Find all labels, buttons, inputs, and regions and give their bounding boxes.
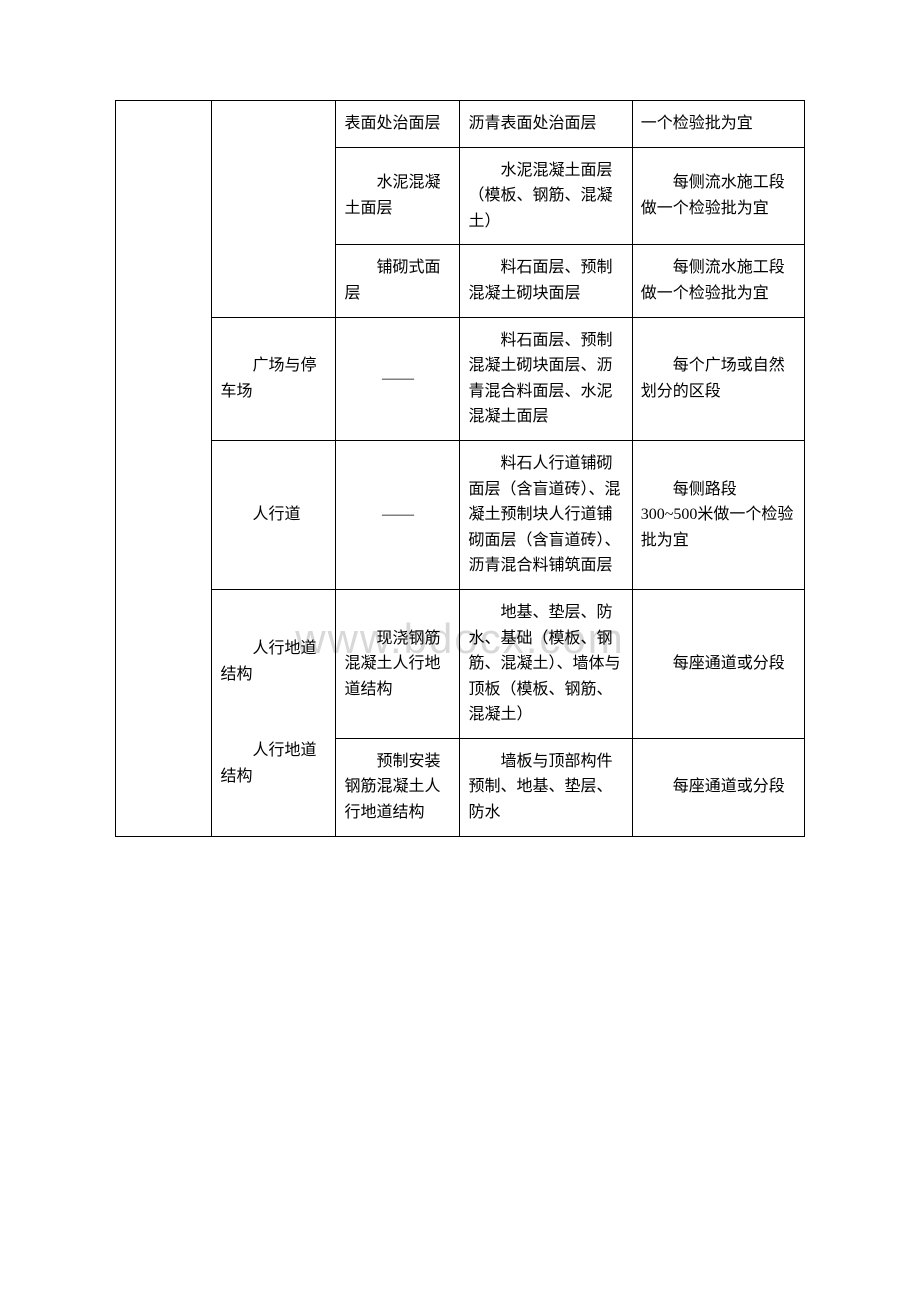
cell-c3: 表面处治面层 <box>336 101 460 148</box>
cell-c2 <box>212 101 336 318</box>
cell-c2: 人行道 <box>212 440 336 589</box>
cell-c5: 每座通道或分段 <box>632 738 804 836</box>
cell-c4: 地基、垫层、防水、基础（模板、钢筋、混凝土）、墙体与顶板（模板、钢筋、混凝土） <box>460 589 632 738</box>
cell-c5: 每座通道或分段 <box>632 589 804 738</box>
cell-c2: 人行地道结构 人行地道结构 <box>212 589 336 836</box>
cell-c5: 每侧流水施工段做一个检验批为宜 <box>632 147 804 245</box>
cell-c3: 铺砌式面层 <box>336 245 460 317</box>
cell-c5: 一个检验批为宜 <box>632 101 804 148</box>
cell-c3: 现浇钢筋混凝土人行地道结构 <box>336 589 460 738</box>
cell-c4: 料石面层、预制混凝土砌块面层 <box>460 245 632 317</box>
cell-c5: 每个广场或自然划分的区段 <box>632 317 804 440</box>
table-row: 表面处治面层 沥青表面处治面层 一个检验批为宜 <box>116 101 805 148</box>
cell-c4: 料石人行道铺砌面层（含盲道砖）、混凝土预制块人行道铺砌面层（含盲道砖）、沥青混合… <box>460 440 632 589</box>
cell-c4: 墙板与顶部构件预制、地基、垫层、防水 <box>460 738 632 836</box>
table-row: 广场与停车场 —— 料石面层、预制混凝土砌块面层、沥青混合料面层、水泥混凝土面层… <box>116 317 805 440</box>
cell-c3: —— <box>336 317 460 440</box>
construction-table: 表面处治面层 沥青表面处治面层 一个检验批为宜 水泥混凝土面层 水泥混凝土面层（… <box>115 100 805 837</box>
cell-c3: —— <box>336 440 460 589</box>
document-table-wrapper: 表面处治面层 沥青表面处治面层 一个检验批为宜 水泥混凝土面层 水泥混凝土面层（… <box>115 100 805 837</box>
cell-c2-label-1: 人行地道结构 <box>220 636 327 687</box>
cell-c2: 广场与停车场 <box>212 317 336 440</box>
table-row: 人行道 —— 料石人行道铺砌面层（含盲道砖）、混凝土预制块人行道铺砌面层（含盲道… <box>116 440 805 589</box>
cell-c3: 水泥混凝土面层 <box>336 147 460 245</box>
cell-c5: 每侧路段 300~500米做一个检验批为宜 <box>632 440 804 589</box>
cell-c4: 沥青表面处治面层 <box>460 101 632 148</box>
cell-c3: 预制安装钢筋混凝土人行地道结构 <box>336 738 460 836</box>
cell-c1 <box>116 101 212 837</box>
cell-c5: 每侧流水施工段做一个检验批为宜 <box>632 245 804 317</box>
cell-c4: 料石面层、预制混凝土砌块面层、沥青混合料面层、水泥混凝土面层 <box>460 317 632 440</box>
cell-c4: 水泥混凝土面层（模板、钢筋、混凝土） <box>460 147 632 245</box>
cell-c2-label-2: 人行地道结构 <box>220 738 327 789</box>
table-row: 人行地道结构 人行地道结构 现浇钢筋混凝土人行地道结构 地基、垫层、防水、基础（… <box>116 589 805 738</box>
